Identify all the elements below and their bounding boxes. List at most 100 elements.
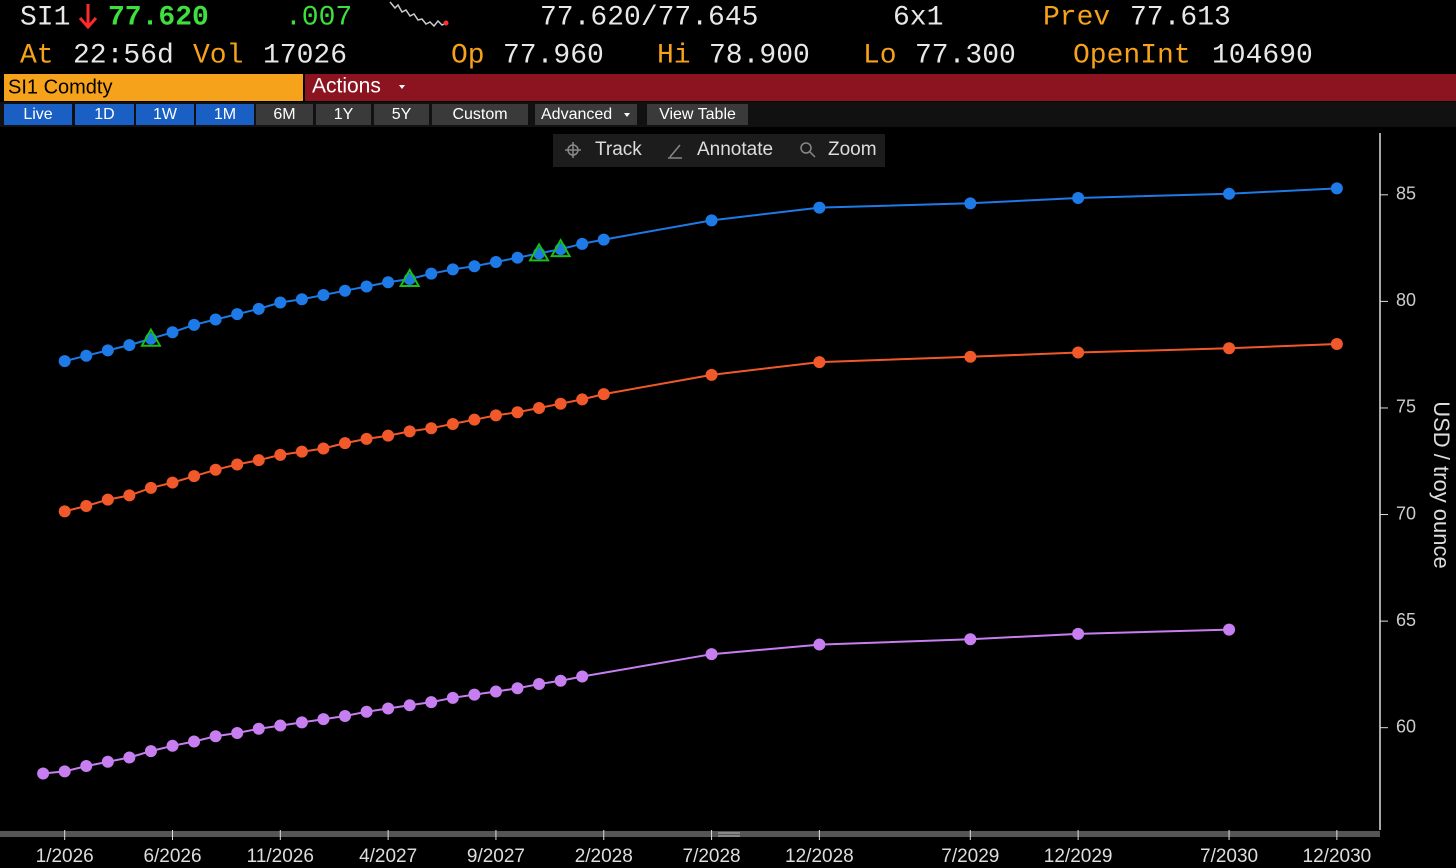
header-bid-ask: 77.620/77.645 [540,2,758,33]
y-tick-label: 60 [1396,716,1416,736]
header-prev-label: Prev [1043,2,1110,33]
tab[interactable] [256,104,313,125]
tab-caret [624,113,630,117]
header-time-label: At [20,40,54,71]
tab[interactable] [196,104,254,125]
data-point [188,735,201,748]
data-point [554,674,567,687]
tab[interactable] [432,104,528,125]
tab-label[interactable]: 6M [273,106,295,123]
tool-icons [565,142,816,159]
data-point [813,201,826,214]
x-tick-label: 4/2027 [359,846,417,867]
trade-marker [528,242,550,262]
y-axis-label: USD / troy ounce [1429,401,1454,569]
tool-button[interactable]: Zoom [828,139,877,160]
tool-button[interactable]: Annotate [697,139,773,160]
data-point [597,388,610,401]
data-point [511,682,524,695]
x-axis-band [0,831,1380,837]
y-tick-label: 75 [1396,397,1416,417]
data-point [1223,623,1236,636]
tab-label[interactable]: 1D [94,106,114,123]
tab[interactable] [136,104,194,125]
y-tick-label: 85 [1396,184,1416,204]
tab-label[interactable]: Custom [452,106,507,123]
data-point [425,696,438,709]
tab[interactable] [75,104,134,125]
data-point [813,638,826,651]
x-tick-label: 12/2029 [1044,846,1113,867]
data-point [209,730,222,743]
data-point [468,413,481,426]
tab-label[interactable]: 1M [214,106,236,123]
tab[interactable] [316,104,371,125]
header-low: 77.300 [915,40,1016,71]
x-tick-label: 7/2028 [683,846,741,867]
data-point [252,454,265,467]
data-point [705,368,718,381]
tab[interactable] [374,104,429,125]
x-tick-label: 9/2027 [467,846,525,867]
data-point [468,260,481,273]
data-point [58,355,71,368]
data-point [295,293,308,306]
data-point [964,633,977,646]
data-point [576,393,589,406]
tab-label[interactable]: View Table [659,106,736,123]
data-point [101,493,114,506]
tab-label[interactable]: 1Y [334,106,354,123]
actions-menu[interactable]: Actions [312,75,381,98]
data-point [231,308,244,321]
chart-toolbar [553,134,885,167]
data-point [597,233,610,246]
data-point [1223,187,1236,200]
security-name[interactable]: SI1 Comdty [8,76,112,98]
header-ticker: SI1 [20,2,70,33]
data-point [101,755,114,768]
data-point [511,406,524,419]
data-point [339,437,351,450]
header-open: 77.960 [503,40,604,71]
data-point [533,401,546,414]
data-point [339,284,351,297]
data-point [209,463,222,476]
data-point [964,197,977,210]
data-point [360,705,373,718]
data-point [403,699,416,712]
data-point [403,425,416,438]
data-point [58,765,71,778]
data-point [1072,346,1085,359]
tab[interactable] [535,104,637,125]
header-time: 22:56d [73,40,174,71]
data-point [1330,338,1343,351]
data-point [489,685,502,698]
tab[interactable] [4,104,72,125]
data-point [468,688,481,701]
actions-caret [399,85,405,89]
header-prev: 77.613 [1130,2,1231,33]
tab-label[interactable]: Live [23,106,52,123]
header-low-label: Lo [863,40,897,71]
tab-label[interactable]: Advanced [541,106,612,123]
data-point [360,432,373,445]
security-box[interactable] [4,74,303,101]
tab-label[interactable]: 5Y [392,106,412,123]
action-bar [305,74,1456,101]
tab-label[interactable]: 1W [153,106,178,123]
data-point [252,302,265,315]
data-point [576,670,589,683]
trade-marker [398,267,421,288]
data-point [209,313,222,326]
header-high-label: Hi [657,40,691,71]
sparkline-dot [443,20,449,26]
data-point [317,288,330,301]
tool-button[interactable]: Track [595,139,642,160]
data-point [1072,192,1085,205]
data-point [446,691,459,704]
data-point [705,214,718,227]
tab[interactable] [647,104,748,125]
header-oi: 104690 [1212,40,1313,71]
